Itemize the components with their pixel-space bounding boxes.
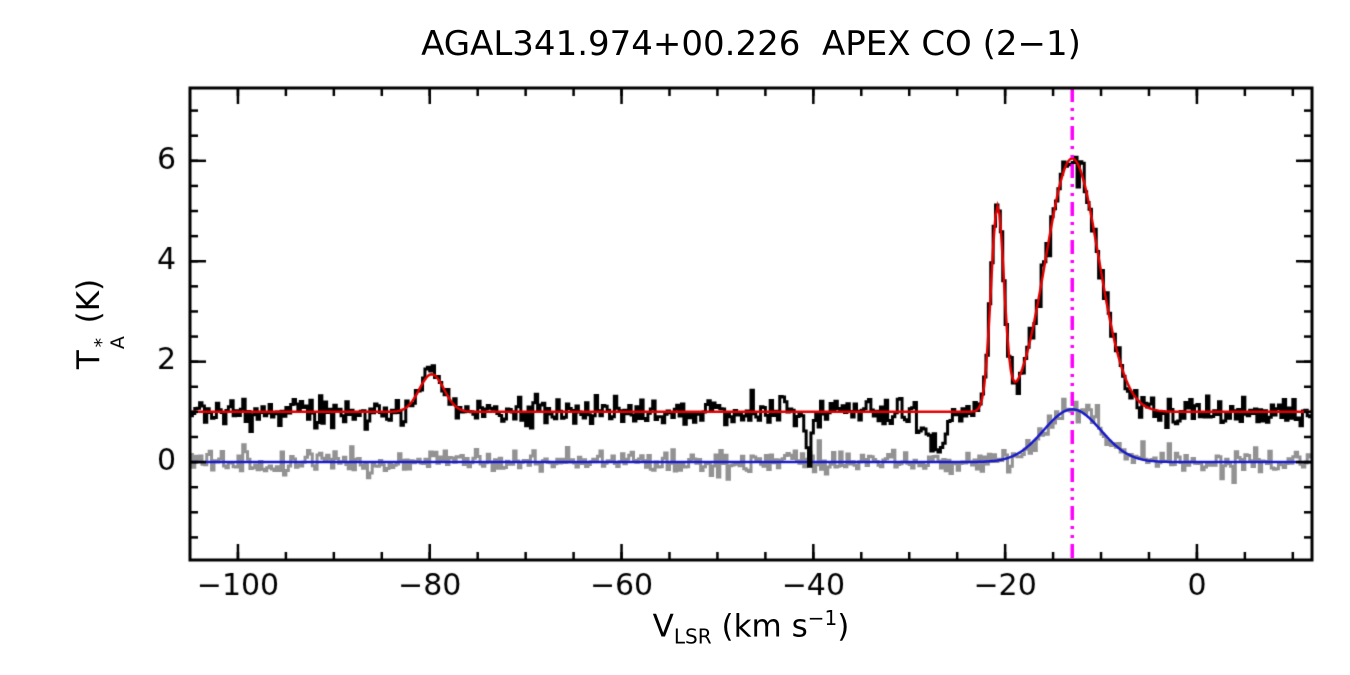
- y-axis-unit: (K): [70, 278, 107, 334]
- y-axis-label: T * A (K): [70, 278, 129, 370]
- y-axis-subscript: A: [106, 336, 129, 350]
- y-axis-scripts: * A: [91, 336, 129, 350]
- x-axis-label: VLSR (km s−1): [190, 606, 1312, 649]
- x-axis-unit-close: ): [837, 608, 850, 645]
- y-axis-symbol: T: [70, 350, 107, 370]
- x-axis-subscript: LSR: [673, 624, 712, 649]
- x-axis-exponent: −1: [807, 606, 838, 630]
- x-axis-unit-open: (km s: [711, 608, 808, 645]
- chart-title: AGAL341.974+00.226 APEX CO (2−1): [421, 24, 1081, 64]
- x-axis-symbol: V: [652, 608, 674, 645]
